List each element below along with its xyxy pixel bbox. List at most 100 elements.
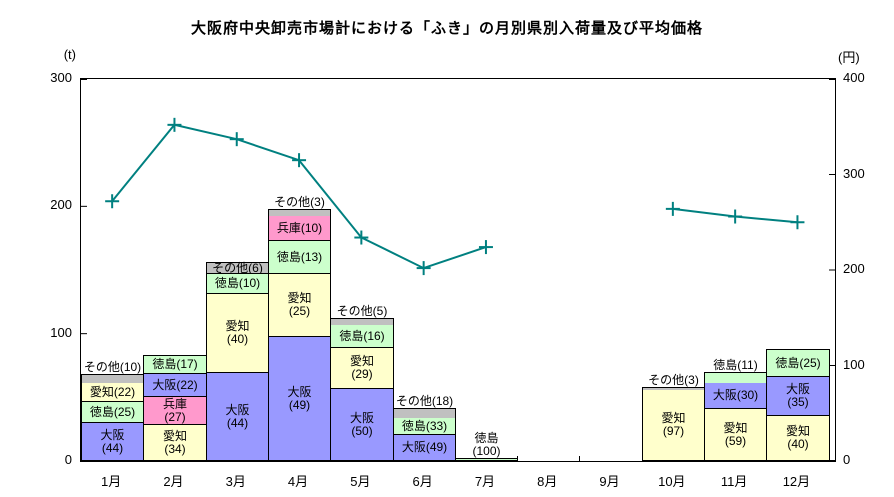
bar-segment-aichi: 愛知 (34): [144, 425, 206, 460]
bar-segment-aichi: 愛知 (59): [705, 409, 766, 460]
stacked-bar-month-3: 大阪 (44) 愛知 (40) 徳島(10) その他(6): [206, 260, 269, 461]
right-axis-tick-label-0: 0: [843, 452, 851, 467]
bar-segment-label: 徳島(17): [152, 357, 198, 371]
bar-segment-label: (40): [226, 332, 249, 346]
chart-title: 大阪府中央卸売市場計における「ふき」の月別県別入荷量及び平均価格: [190, 20, 703, 37]
bar-segment-osaka: 大阪 (44): [82, 423, 143, 460]
x-axis-label-month-9: 9月: [599, 474, 620, 489]
bar-segment-label: 大阪: [287, 384, 312, 399]
x-axis-label-month-8: 8月: [537, 474, 558, 489]
bar-segment-label: 兵庫: [162, 396, 187, 411]
right-axis-tick-label-400: 400: [843, 70, 865, 85]
bar-segment-label: 大阪(22): [152, 377, 198, 392]
right-axis-tick-label-100: 100: [843, 356, 865, 372]
bar-segment-other: [643, 388, 704, 390]
bar-segment-label: (25): [288, 304, 311, 318]
x-axis-label-month-12: 12月: [782, 474, 811, 489]
x-axis-label-month-1: 1月: [101, 474, 122, 489]
bar-segment-aichi: 愛知(22): [82, 383, 143, 402]
bar-segment-other: [394, 409, 455, 418]
bar-segment-label: 大阪(30): [712, 388, 759, 402]
left-axis-tick-label-200: 200: [50, 197, 72, 213]
bar-segment-other: [331, 319, 393, 325]
bar-segment-label: 徳島(16): [339, 328, 385, 343]
bar-segment-aichi: 愛知 (25): [269, 274, 330, 337]
bar-segment-tokushima: 徳島(33): [394, 418, 455, 435]
x-axis-label-month-5: 5月: [350, 474, 371, 489]
bar-segment-tokushima: 徳島(10): [207, 274, 268, 294]
bar-segment-hyogo: 兵庫(10): [269, 216, 330, 241]
bar-segment-other: [82, 375, 143, 383]
bar-segment-aichi: 愛知 (97): [643, 390, 704, 460]
x-axis-label-month-10: 10月: [658, 474, 686, 489]
bar-segment-label: 大阪: [100, 427, 125, 442]
x-axis-label-month-7: 7月: [474, 474, 496, 489]
bar-segment-tokushima: 徳島(13): [269, 241, 330, 274]
bar-segment-tokushima: [705, 373, 766, 383]
right-axis-tick-label-300: 300: [843, 165, 865, 181]
x-axis-label-month-2: 2月: [163, 474, 184, 489]
stacked-bar-month-7: 徳島 (100): [455, 432, 518, 461]
bar-segment-label: 兵庫(10): [276, 220, 323, 235]
right-axis-tick-label-200: 200: [843, 261, 865, 276]
bar-label-above-tokushima: 徳島(11): [713, 358, 758, 372]
bar-segment-label: (49): [288, 397, 311, 412]
bar-segment-aichi: 愛知 (40): [767, 416, 829, 460]
bar-segment-osaka: 大阪 (35): [767, 377, 829, 416]
bar-segment-label: 愛知: [349, 354, 374, 368]
bar-segment-label: 徳島(25): [89, 404, 136, 419]
bar-label-line: (100): [472, 444, 501, 458]
bar-segment-label: 大阪: [349, 410, 374, 425]
bar-segment-tokushima: 徳島(16): [331, 325, 393, 348]
bar-segment-tokushima: 徳島(17): [144, 356, 206, 374]
bar-segment-label: (40): [787, 437, 809, 451]
bar-segment-label: 愛知: [785, 424, 810, 438]
stacked-bar-month-12: 愛知 (40) 大阪 (35) 徳島(25): [766, 349, 830, 461]
bar-segment-tokushima: 徳島(25): [82, 402, 143, 423]
bar-segment-label: 愛知: [225, 319, 250, 333]
bar-segment-label: 愛知: [287, 291, 312, 305]
left-axis-tick-label-0: 0: [64, 452, 72, 467]
bar-segment-label: 徳島(10): [214, 276, 261, 290]
stacked-bar-month-2: 愛知 (34) 兵庫 (27) 大阪(22) 徳島(17): [143, 355, 207, 461]
bar-segment-label: (27): [164, 409, 186, 424]
bar-segment-aichi: 愛知 (40): [207, 294, 268, 373]
bar-segment-osaka: 大阪(49): [394, 435, 455, 460]
bar-segment-label: 徳島(25): [775, 355, 821, 370]
x-axis-label-month-6: 6月: [412, 474, 433, 489]
stacked-bar-month-10: 愛知 (97) その他(3): [642, 374, 705, 461]
bar-label-above-tokushima: 徳島 (100): [472, 432, 500, 458]
bar-segment-label: 愛知: [661, 411, 686, 425]
bar-segment-osaka: 大阪(30): [705, 383, 766, 409]
bar-segment-other: その他(6): [207, 260, 268, 275]
bar-label-above-other: その他(3): [648, 373, 699, 387]
bar-segment-label: その他(6): [212, 260, 263, 275]
bar-segment-label: 大阪: [785, 382, 810, 396]
left-axis-tick-label-300: 300: [50, 70, 72, 85]
bar-segment-label: 大阪(49): [401, 440, 448, 454]
bar-segment-osaka: 大阪(22): [144, 374, 206, 397]
bar-segment-label: 大阪: [225, 402, 250, 417]
bar-label-line: 徳島: [474, 431, 499, 445]
x-axis-label-month-4: 4月: [287, 474, 309, 489]
stacked-bar-month-1: 大阪 (44) 徳島(25) 愛知(22) その他(10): [81, 361, 144, 461]
bar-segment-aichi: 愛知 (29): [331, 348, 393, 389]
x-axis-label-month-11: 11月: [720, 474, 748, 489]
bar-segment-label: (34): [164, 441, 186, 456]
bar-label-above-other: その他(18): [395, 394, 454, 408]
left-axis-unit-label: (t): [63, 47, 76, 62]
plot-area: 大阪 (44) 徳島(25) 愛知(22) その他(10) 愛知 (34) 兵庫 (27) 大阪(…: [80, 78, 836, 462]
bar-segment-label: (59): [724, 433, 747, 448]
stacked-bar-month-6: 大阪(49) 徳島(33) その他(18): [393, 395, 456, 461]
bar-label-above-other: その他(5): [336, 304, 388, 318]
bar-segment-label: 愛知: [723, 420, 748, 435]
bar-segment-hyogo: 兵庫 (27): [144, 397, 206, 425]
bar-segment-label: 愛知: [162, 428, 187, 443]
price-line: [672, 207, 798, 224]
bar-segment-label: (50): [351, 423, 373, 438]
bar-segment-tokushima: [456, 459, 517, 460]
bar-segment-label: 徳島(33): [401, 418, 448, 433]
bar-segment-tokushima: 徳島(25): [767, 350, 829, 377]
bar-segment-label: (44): [101, 440, 124, 455]
